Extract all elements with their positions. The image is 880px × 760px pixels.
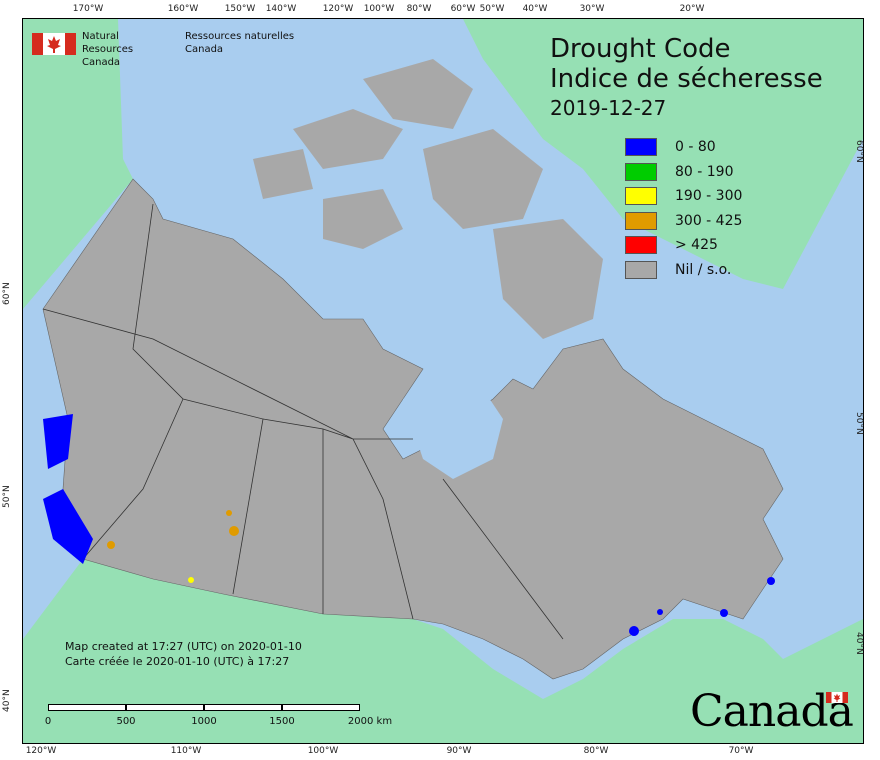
alberta-dc-1	[229, 526, 239, 536]
bc-coast-low-dc	[43, 414, 93, 564]
scale-bar	[48, 704, 360, 713]
alberta-dc-2	[226, 510, 232, 516]
tick-bottom-0: 120°W	[25, 746, 57, 756]
agency-name-en: Natural Resources Canada	[82, 30, 172, 69]
legend-item: Nil / s.o.	[625, 258, 742, 283]
arctic-island-4	[253, 149, 313, 199]
tick-top-0: 170°W	[72, 4, 104, 14]
tick-top-9: 40°W	[522, 4, 548, 14]
map-canvas	[23, 19, 863, 743]
maritimes-low-dc-1	[720, 609, 728, 617]
tick-top-8: 50°W	[479, 4, 505, 14]
canada-flag-icon	[32, 33, 76, 55]
tick-top-7: 60°W	[450, 4, 476, 14]
map-date: 2019-12-27	[550, 96, 667, 120]
tick-bottom-1: 110°W	[170, 746, 202, 756]
wordmark-flag-icon	[826, 692, 848, 703]
legend-item: > 425	[625, 233, 742, 258]
map-frame[interactable]	[22, 18, 864, 744]
legend-label: 190 - 300	[675, 188, 743, 205]
legend-label: > 425	[675, 237, 718, 254]
map-credit: Map created at 17:27 (UTC) on 2020-01-10…	[65, 639, 302, 669]
bc-interior-dc	[107, 541, 115, 549]
legend-swatch	[625, 236, 657, 255]
south-yellow-dc	[188, 577, 194, 583]
agency-name-en-1: Natural Resources	[82, 31, 134, 55]
legend-item: 300 - 425	[625, 209, 742, 234]
tick-left-0: 60°N	[2, 282, 12, 305]
canada-mainland	[42, 178, 784, 680]
legend-swatch	[625, 211, 657, 230]
legend-swatch	[625, 187, 657, 206]
scale-label: 1500	[269, 716, 295, 727]
map-credit-en: Map created at 17:27 (UTC) on 2020-01-10	[65, 640, 302, 653]
legend-swatch	[625, 162, 657, 181]
tick-top-4: 120°W	[322, 4, 354, 14]
tick-left-2: 40°N	[2, 689, 12, 712]
legend: 0 - 80 80 - 190 190 - 300 300 - 425 > 42…	[625, 135, 742, 282]
arctic-island-6	[323, 189, 403, 249]
tick-top-10: 30°W	[579, 4, 605, 14]
tick-bottom-4: 80°W	[583, 746, 609, 756]
tick-top-5: 100°W	[363, 4, 395, 14]
hudson-bay	[403, 379, 503, 479]
tick-bottom-2: 100°W	[307, 746, 339, 756]
tick-right-0: 60°N	[854, 140, 864, 163]
tick-right-1: 50°N	[854, 412, 864, 435]
province-borders	[42, 203, 564, 640]
quebec-low-dc	[657, 609, 663, 615]
agency-name-fr-2: Canada	[185, 44, 224, 55]
agency-name-en-2: Canada	[82, 57, 121, 68]
legend-label: Nil / s.o.	[675, 261, 732, 278]
scale-label: 2000 km	[347, 716, 393, 727]
tick-top-3: 140°W	[265, 4, 297, 14]
tick-top-6: 80°W	[406, 4, 432, 14]
arctic-island-1	[293, 109, 403, 169]
arctic-island-2	[363, 59, 473, 129]
usa-landmass	[23, 559, 863, 743]
agency-name-fr: Ressources naturelles Canada	[185, 30, 295, 56]
scale-segment	[126, 704, 204, 711]
map-title-fr: Indice de sécheresse	[550, 64, 823, 94]
greenland-landmass	[463, 19, 863, 289]
legend-item: 190 - 300	[625, 184, 742, 209]
scale-segment	[204, 704, 282, 711]
tick-right-2: 40°N	[854, 632, 864, 655]
tick-left-1: 50°N	[2, 485, 12, 508]
scale-label: 500	[116, 716, 136, 727]
scale-label: 1000	[191, 716, 217, 727]
maritimes-low-dc-2	[767, 577, 775, 585]
legend-label: 80 - 190	[675, 163, 734, 180]
map-credit-fr: Carte créée le 2020-01-10 (UTC) à 17:27	[65, 655, 290, 668]
tick-top-2: 150°W	[224, 4, 256, 14]
legend-label: 0 - 80	[675, 139, 716, 156]
tick-bottom-3: 90°W	[446, 746, 472, 756]
scale-segment	[282, 704, 360, 711]
ontario-low-dc	[629, 626, 639, 636]
scale-label: 0	[44, 716, 52, 727]
alaska-landmass	[23, 19, 133, 309]
arctic-island-3	[423, 129, 543, 229]
legend-swatch	[625, 138, 657, 157]
legend-swatch	[625, 260, 657, 279]
arctic-island-5	[493, 219, 603, 339]
legend-label: 300 - 425	[675, 212, 743, 229]
agency-name-fr-1: Ressources naturelles	[185, 31, 295, 42]
tick-top-1: 160°W	[167, 4, 199, 14]
scale-segment	[48, 704, 126, 711]
legend-item: 0 - 80	[625, 135, 742, 160]
map-title-en: Drought Code	[550, 34, 731, 64]
tick-bottom-5: 70°W	[728, 746, 754, 756]
legend-item: 80 - 190	[625, 160, 742, 185]
tick-top-11: 20°W	[679, 4, 705, 14]
